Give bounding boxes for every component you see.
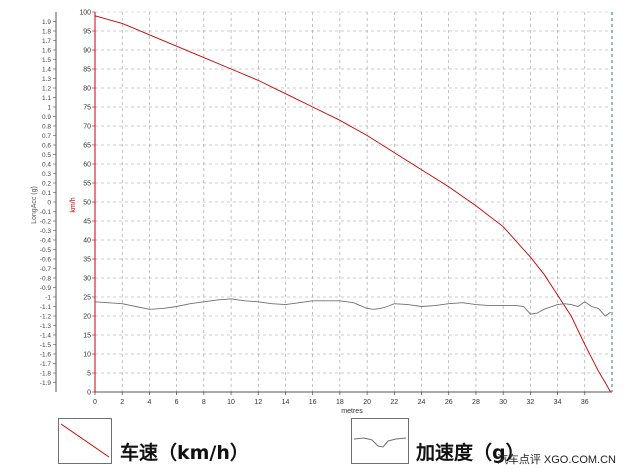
acc-tick-label: -0.3 [40,228,52,235]
x-tick-label: 34 [554,399,562,406]
x-tick-label: 4 [147,399,151,406]
speed-tick-label: 10 [83,352,91,359]
speed-axis-label: km/h [70,197,77,212]
speed-tick-label: 55 [83,181,91,188]
acc-tick-label: -0.5 [40,247,52,254]
acc-tick-label: -1.9 [40,380,52,387]
left-axis-label: LongAcc (g) [31,186,38,224]
acc-tick-label: -1.6 [40,351,52,358]
speed-tick-label: 90 [83,48,91,55]
acc-tick-label: 1.6 [42,47,51,54]
speed-tick-label: 50 [83,200,91,207]
acc-tick-label: -0.2 [40,218,52,225]
speed-tick-label: 85 [83,67,91,74]
x-tick-label: 0 [93,399,97,406]
x-tick-label: 36 [581,399,589,406]
acc-tick-label: -1.3 [40,323,52,330]
acc-tick-label: -0.7 [40,266,52,273]
speed-swatch-line [60,423,110,458]
acc-tick-label: 0.8 [42,123,51,130]
acc-tick-label: -0.6 [40,256,52,263]
x-tick-label: 8 [202,399,206,406]
speed-tick-label: 80 [83,86,91,93]
acc-tick-label: 1.9 [42,19,51,26]
acc-tick-label: -0.8 [40,275,52,282]
x-tick-label: 14 [282,399,290,406]
legend-acc-label: 加速度（g） [416,442,525,464]
x-tick-label: 32 [526,399,534,406]
acc-tick-label: 1.8 [42,28,51,35]
x-tick-label: 12 [254,399,262,406]
acc-tick-label: 0.2 [42,180,51,187]
acc-tick-label: 0.4 [42,161,51,168]
watermark: 汽车点评 XGO.COM.CN [496,454,616,466]
speed-tick-label: 60 [83,162,91,169]
acc-tick-label: 1.7 [42,38,51,45]
acc-tick-label: 1.5 [42,57,51,64]
acc-tick-label: -1.2 [40,313,52,320]
x-tick-label: 10 [227,399,235,406]
acc-tick-label: 1.2 [42,85,51,92]
acc-tick-label: 0.1 [42,190,51,197]
speed-tick-label: 5 [87,371,91,378]
x-tick-label: 30 [499,399,507,406]
acc-tick-label: 1.3 [42,76,51,83]
speed-tick-label: 100 [79,10,91,17]
speed-tick-label: 30 [83,276,91,283]
acc-tick-label: -0.9 [40,285,52,292]
acc-tick-label: 0 [47,199,51,206]
legend-speed-swatch [58,418,112,464]
axes [53,11,613,395]
tick-labels: 0 2 4 6 8 10 12 14 16 18 20 22 24 26 28 30 32 34 361.91.81… [40,10,589,407]
acc-swatch-line [353,437,407,448]
x-tick-label: 6 [175,399,179,406]
acc-tick-label: 1.1 [42,95,51,102]
speed-tick-label: 45 [83,219,91,226]
x-tick-label: 20 [363,399,371,406]
x-tick-label: 26 [445,399,453,406]
acc-tick-label: -1.7 [40,361,52,368]
speed-tick-label: 65 [83,143,91,150]
grid-lines [95,12,612,392]
speed-series-line [94,15,611,393]
acc-tick-label: 0.9 [42,114,51,121]
speed-tick-label: 15 [83,333,91,340]
speed-tick-label: 20 [83,314,91,321]
acc-tick-label: 0.7 [42,133,51,140]
acceleration-series-line [94,298,611,317]
acc-tick-label: -0.4 [40,237,52,244]
speed-tick-label: 0 [87,390,91,397]
speed-tick-label: 95 [83,29,91,36]
x-tick-label: 28 [472,399,480,406]
acc-tick-label: -0.1 [40,209,52,216]
legend-acc-swatch [351,418,409,464]
x-tick-label: 2 [120,399,124,406]
x-tick-label: 18 [336,399,344,406]
speed-tick-label: 70 [83,124,91,131]
acc-tick-label: -1.4 [40,332,52,339]
x-axis-label: metres [341,408,363,415]
acc-tick-label: 0.5 [42,152,51,159]
acc-tick-label: 1.4 [42,66,51,73]
acc-tick-label: -1 [45,294,51,301]
acc-tick-label: -1.1 [40,304,52,311]
speed-tick-label: 35 [83,257,91,264]
x-tick-label: 22 [390,399,398,406]
acc-tick-label: -1.8 [40,370,52,377]
x-tick-label: 24 [418,399,426,406]
series-lines [94,15,611,393]
speed-tick-label: 25 [83,295,91,302]
legend-speed-label: 车速（km/h） [120,442,249,464]
acc-tick-label: 0.3 [42,171,51,178]
speed-tick-label: 40 [83,238,91,245]
acc-tick-label: 0.6 [42,142,51,149]
x-tick-label: 16 [309,399,317,406]
acc-tick-label: -1.5 [40,342,52,349]
speed-tick-label: 75 [83,105,91,112]
acc-tick-label: 1 [47,104,51,111]
